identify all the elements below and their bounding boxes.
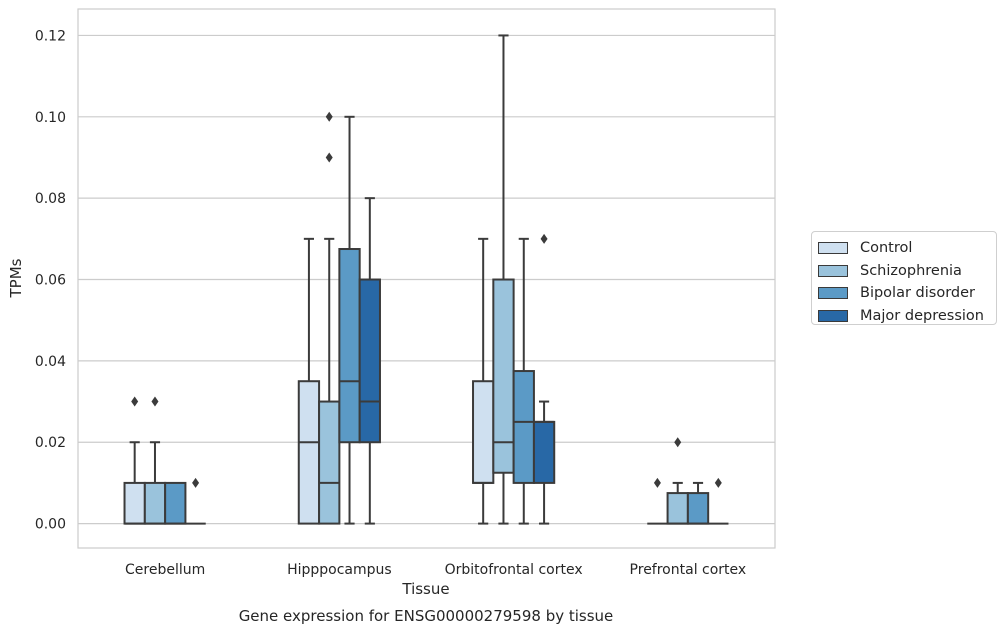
outlier-point (151, 396, 159, 407)
outlier-point (540, 233, 548, 244)
box-0-1 (143, 396, 167, 525)
box-body (512, 370, 535, 484)
outlier-point (653, 477, 661, 488)
boxes (123, 34, 729, 525)
legend-swatch (818, 287, 848, 300)
box-1-2 (338, 115, 361, 525)
legend-item-control: Control (818, 237, 996, 260)
grid-lines (78, 34, 775, 525)
outlier-point (325, 152, 333, 163)
box-body (297, 380, 321, 525)
outlier-point (674, 437, 682, 448)
box-body (666, 492, 689, 525)
legend-label: Control (860, 240, 913, 257)
box-body (123, 481, 146, 525)
chart-title: Gene expression for ENSG00000279598 by t… (239, 607, 614, 625)
box-1-3 (358, 197, 381, 525)
box-1-1 (318, 111, 341, 525)
box-body (338, 248, 361, 444)
x-tick-label: Prefrontal cortex (630, 562, 747, 578)
y-tick-label: 0.08 (35, 191, 66, 207)
x-tick-label: Hipppocampus (287, 562, 392, 578)
legend-swatch (818, 309, 848, 322)
outlier-point (325, 111, 333, 122)
box-body (318, 400, 341, 525)
box-2-0 (472, 237, 495, 525)
y-axis-label: TPMs (7, 258, 25, 298)
x-tick-label: Orbitofrontal cortex (445, 562, 583, 578)
y-tick-label: 0.12 (35, 28, 66, 44)
box-0-3 (185, 477, 206, 525)
legend-item-schizophrenia: Schizophrenia (818, 260, 996, 283)
box-body (686, 492, 710, 525)
box-2-2 (512, 237, 535, 525)
y-tick-label: 0.10 (35, 110, 66, 126)
y-tick-label: 0.06 (35, 273, 66, 289)
box-body (164, 481, 187, 525)
box-body (532, 420, 556, 484)
box-3-1 (666, 437, 689, 525)
y-tick-label: 0.00 (35, 517, 66, 533)
legend-item-major-depression: Major depression (818, 305, 996, 328)
legend-label: Major depression (860, 307, 984, 324)
legend-item-bipolar-disorder: Bipolar disorder (818, 282, 996, 305)
legend-swatch (818, 264, 848, 277)
legend-swatch (818, 242, 848, 255)
legend-label: Bipolar disorder (860, 285, 975, 302)
box-body (472, 380, 495, 484)
legend-label: Schizophrenia (860, 262, 962, 279)
plot-area-frame (77, 8, 776, 549)
x-tick-labels: Cerebellum Hipppocampus Orbitofrontal cort… (125, 562, 746, 578)
box-body (143, 481, 167, 525)
legend: Control Schizophrenia Bipolar disorder M… (811, 231, 997, 325)
y-tick-label: 0.04 (35, 354, 66, 370)
outlier-point (131, 396, 139, 407)
box-3-3 (708, 477, 729, 525)
box-body (358, 278, 381, 444)
box-0-2 (164, 481, 187, 525)
outlier-point (714, 477, 722, 488)
box-1-0 (297, 237, 321, 525)
outlier-point (192, 477, 200, 488)
x-tick-label: Cerebellum (125, 562, 205, 578)
box-body (492, 278, 515, 474)
box-3-0 (647, 477, 668, 525)
y-tick-label: 0.02 (35, 435, 66, 451)
box-2-1 (492, 34, 515, 525)
x-axis-label: Tissue (401, 580, 449, 598)
y-tick-labels: 0.00 0.02 0.04 0.06 0.08 0.10 0.12 (35, 28, 66, 532)
box-0-0 (123, 396, 146, 525)
box-3-2 (686, 481, 710, 525)
box-2-3 (532, 233, 556, 525)
